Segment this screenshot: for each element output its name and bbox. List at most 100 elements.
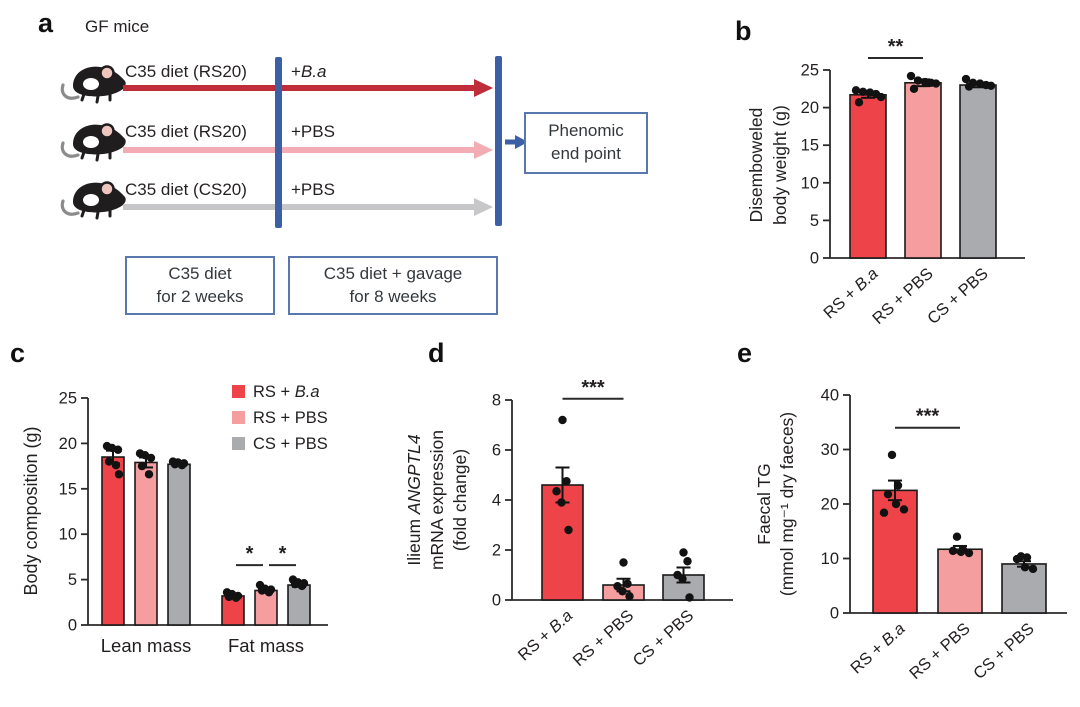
chart-angptl4-expression: 0 2 4 6 8 Ilieum ANGPTL4 mRNA expression (fold … xyxy=(404,340,740,707)
phase-divider-bar xyxy=(275,57,282,228)
y-tick-label: 40 xyxy=(821,387,839,405)
data-point xyxy=(290,579,300,589)
endpoint-line1: Phenomic xyxy=(548,121,624,141)
y-tick-label: 5 xyxy=(810,212,819,230)
mouse-icon xyxy=(60,64,128,104)
phase1-line1: C35 diet xyxy=(168,263,232,283)
y-tick-label: 25 xyxy=(801,62,819,80)
y-tick-label: 20 xyxy=(801,99,819,117)
data-point xyxy=(899,505,909,514)
significance-stars: ** xyxy=(888,36,904,58)
y-tick-label: 10 xyxy=(821,550,839,568)
y-axis-label: (mmol mg⁻¹ dry faeces) xyxy=(777,412,797,596)
group-label: Lean mass xyxy=(101,635,192,656)
data-point xyxy=(619,558,628,567)
data-point xyxy=(104,457,114,466)
data-point xyxy=(224,592,234,602)
bar xyxy=(937,548,983,614)
chart-faecal-tg: 0 10 20 30 40 Faecal TG (mmol mg⁻¹ dry faeces)… xyxy=(745,340,1080,707)
data-point xyxy=(562,477,571,486)
mouse-icon xyxy=(60,122,128,162)
bar xyxy=(287,584,311,626)
data-point xyxy=(170,460,180,469)
y-tick-label: 8 xyxy=(492,392,501,410)
chart-svg-e: 0 10 20 30 40 Faecal TG (mmol mg⁻¹ dry faeces)… xyxy=(754,387,1067,683)
bar xyxy=(872,489,918,614)
treatment-label-row2: +PBS xyxy=(291,122,335,141)
data-point xyxy=(909,84,919,94)
panel-c-label: c xyxy=(10,338,26,368)
y-axis-label: Ilieum ANGPTL4 xyxy=(404,434,424,566)
bar xyxy=(254,589,278,626)
endpoint-line2: end point xyxy=(551,144,621,163)
bar xyxy=(134,461,158,626)
study-design-diagram xyxy=(60,56,528,228)
endpoint-arrow xyxy=(505,135,528,149)
data-point xyxy=(111,460,121,470)
data-point xyxy=(956,547,966,557)
data-point xyxy=(1012,554,1022,564)
data-point xyxy=(851,86,861,95)
diet-label-row1: C35 diet (RS20) xyxy=(125,62,247,81)
y-tick-label: 0 xyxy=(830,605,839,623)
data-point xyxy=(986,81,996,90)
panel-b-label: b xyxy=(735,16,752,46)
data-point xyxy=(564,525,573,535)
phase1-box: C35 diet for 2 weeks xyxy=(125,256,275,315)
mouse-icon xyxy=(60,180,128,220)
bar xyxy=(959,84,997,259)
data-point xyxy=(552,487,561,496)
legend-label: RS + B.a xyxy=(253,383,320,401)
data-point xyxy=(1022,553,1032,562)
data-point xyxy=(883,489,893,499)
y-tick-label: 20 xyxy=(821,496,839,514)
data-point xyxy=(137,461,147,471)
y-tick-label: 4 xyxy=(492,492,501,510)
diet-label-row3: C35 diet (CS20) xyxy=(125,180,247,199)
data-point xyxy=(879,508,889,517)
y-tick-label: 10 xyxy=(59,526,77,544)
gf-mice-title: GF mice xyxy=(85,17,150,36)
legend-label: CS + PBS xyxy=(253,435,328,453)
bar xyxy=(1001,563,1047,614)
x-category-label: RS + B.a xyxy=(515,607,576,665)
data-point xyxy=(964,82,974,91)
data-point xyxy=(931,79,941,88)
data-point xyxy=(1020,563,1030,572)
bar xyxy=(101,456,125,626)
significance-stars: * xyxy=(279,543,287,565)
bar xyxy=(167,463,191,626)
data-point xyxy=(625,592,634,601)
bar xyxy=(849,94,887,259)
y-tick-label: 15 xyxy=(59,480,77,498)
data-point xyxy=(1028,564,1038,574)
data-point xyxy=(623,579,632,588)
chart-svg-d: 0 2 4 6 8 Ilieum ANGPTL4 mRNA expression (fold … xyxy=(404,377,733,670)
data-point xyxy=(948,546,958,556)
y-axis-label: Faecal TG xyxy=(754,463,774,544)
data-point xyxy=(177,460,187,470)
x-category-label: RS + PBS xyxy=(906,620,974,683)
y-axis-label: Body composition (g) xyxy=(21,426,41,595)
phase2-line1: C35 diet + gavage xyxy=(323,263,463,283)
data-point xyxy=(913,76,923,85)
data-point xyxy=(887,450,897,460)
data-point xyxy=(113,445,123,454)
y-tick-label: 5 xyxy=(68,571,77,589)
chart-body-composition: 0 5 10 15 20 25 Body composition (g) Lean mass F… xyxy=(10,340,345,705)
data-point xyxy=(257,586,267,595)
data-point xyxy=(906,71,916,81)
data-point xyxy=(891,499,901,509)
x-category-label: CS + PBS xyxy=(630,607,698,670)
data-point xyxy=(952,532,962,541)
significance-stars: *** xyxy=(916,406,940,428)
y-tick-label: 0 xyxy=(810,250,819,268)
y-tick-label: 20 xyxy=(59,435,77,453)
y-tick-label: 30 xyxy=(821,441,839,459)
panel-e-label: e xyxy=(737,338,753,368)
data-point xyxy=(893,481,903,490)
treatment-label-row3: +PBS xyxy=(291,180,335,199)
data-point xyxy=(858,87,868,97)
